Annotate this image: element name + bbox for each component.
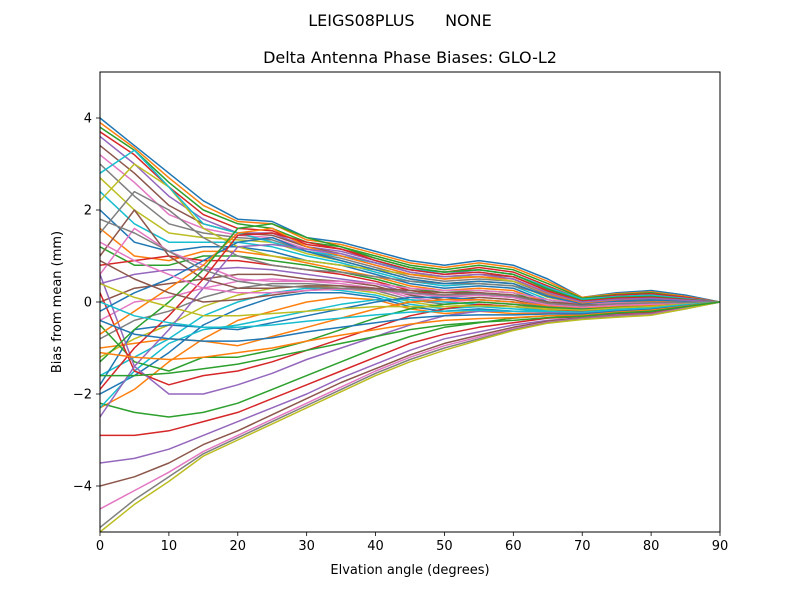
series-line-29: [100, 301, 720, 532]
series-line-44: [100, 232, 720, 390]
y-tick-label: 2: [84, 204, 92, 219]
x-tick-label: 30: [298, 539, 315, 554]
x-tick-label: 40: [367, 539, 384, 554]
x-tick-label: 20: [230, 539, 247, 554]
x-tick-label: 50: [436, 539, 453, 554]
x-tick-label: 90: [712, 539, 729, 554]
x-axis-ticks: 0 10 20 30 40 50 60 70 80 90: [96, 532, 728, 554]
series-line-47: [100, 241, 720, 308]
series-line-50: [100, 301, 720, 329]
x-tick-label: 0: [96, 539, 104, 554]
y-tick-label: −4: [73, 480, 92, 495]
y-tick-label: 4: [84, 112, 92, 127]
series-line-53: [100, 301, 720, 377]
y-tick-label: 0: [84, 296, 92, 311]
x-tick-label: 60: [505, 539, 522, 554]
x-tick-label: 80: [643, 539, 660, 554]
y-tick-label: −2: [73, 388, 92, 403]
y-axis-label: Bias from mean (mm): [50, 231, 65, 373]
series-line-41: [100, 236, 720, 312]
series-line-2: [100, 121, 720, 303]
chart-title: Delta Antenna Phase Biases: GLO-L2: [263, 48, 557, 67]
x-tick-label: 10: [161, 539, 178, 554]
figure-suptitle: LEIGS08PLUS NONE: [308, 11, 491, 30]
series-layer: [100, 117, 720, 532]
x-axis-label: Elvation angle (degrees): [330, 563, 489, 578]
series-line-49: [100, 282, 720, 317]
series-line-1: [100, 117, 720, 303]
x-tick-label: 70: [574, 539, 591, 554]
series-line-24: [100, 301, 720, 437]
series-line-52: [100, 301, 720, 361]
series-line-25: [100, 301, 720, 464]
y-axis-ticks: −4 −2 0 2 4: [73, 112, 100, 495]
series-line-51: [100, 301, 720, 342]
series-line-11: [100, 209, 720, 306]
series-line-48: [100, 218, 720, 307]
